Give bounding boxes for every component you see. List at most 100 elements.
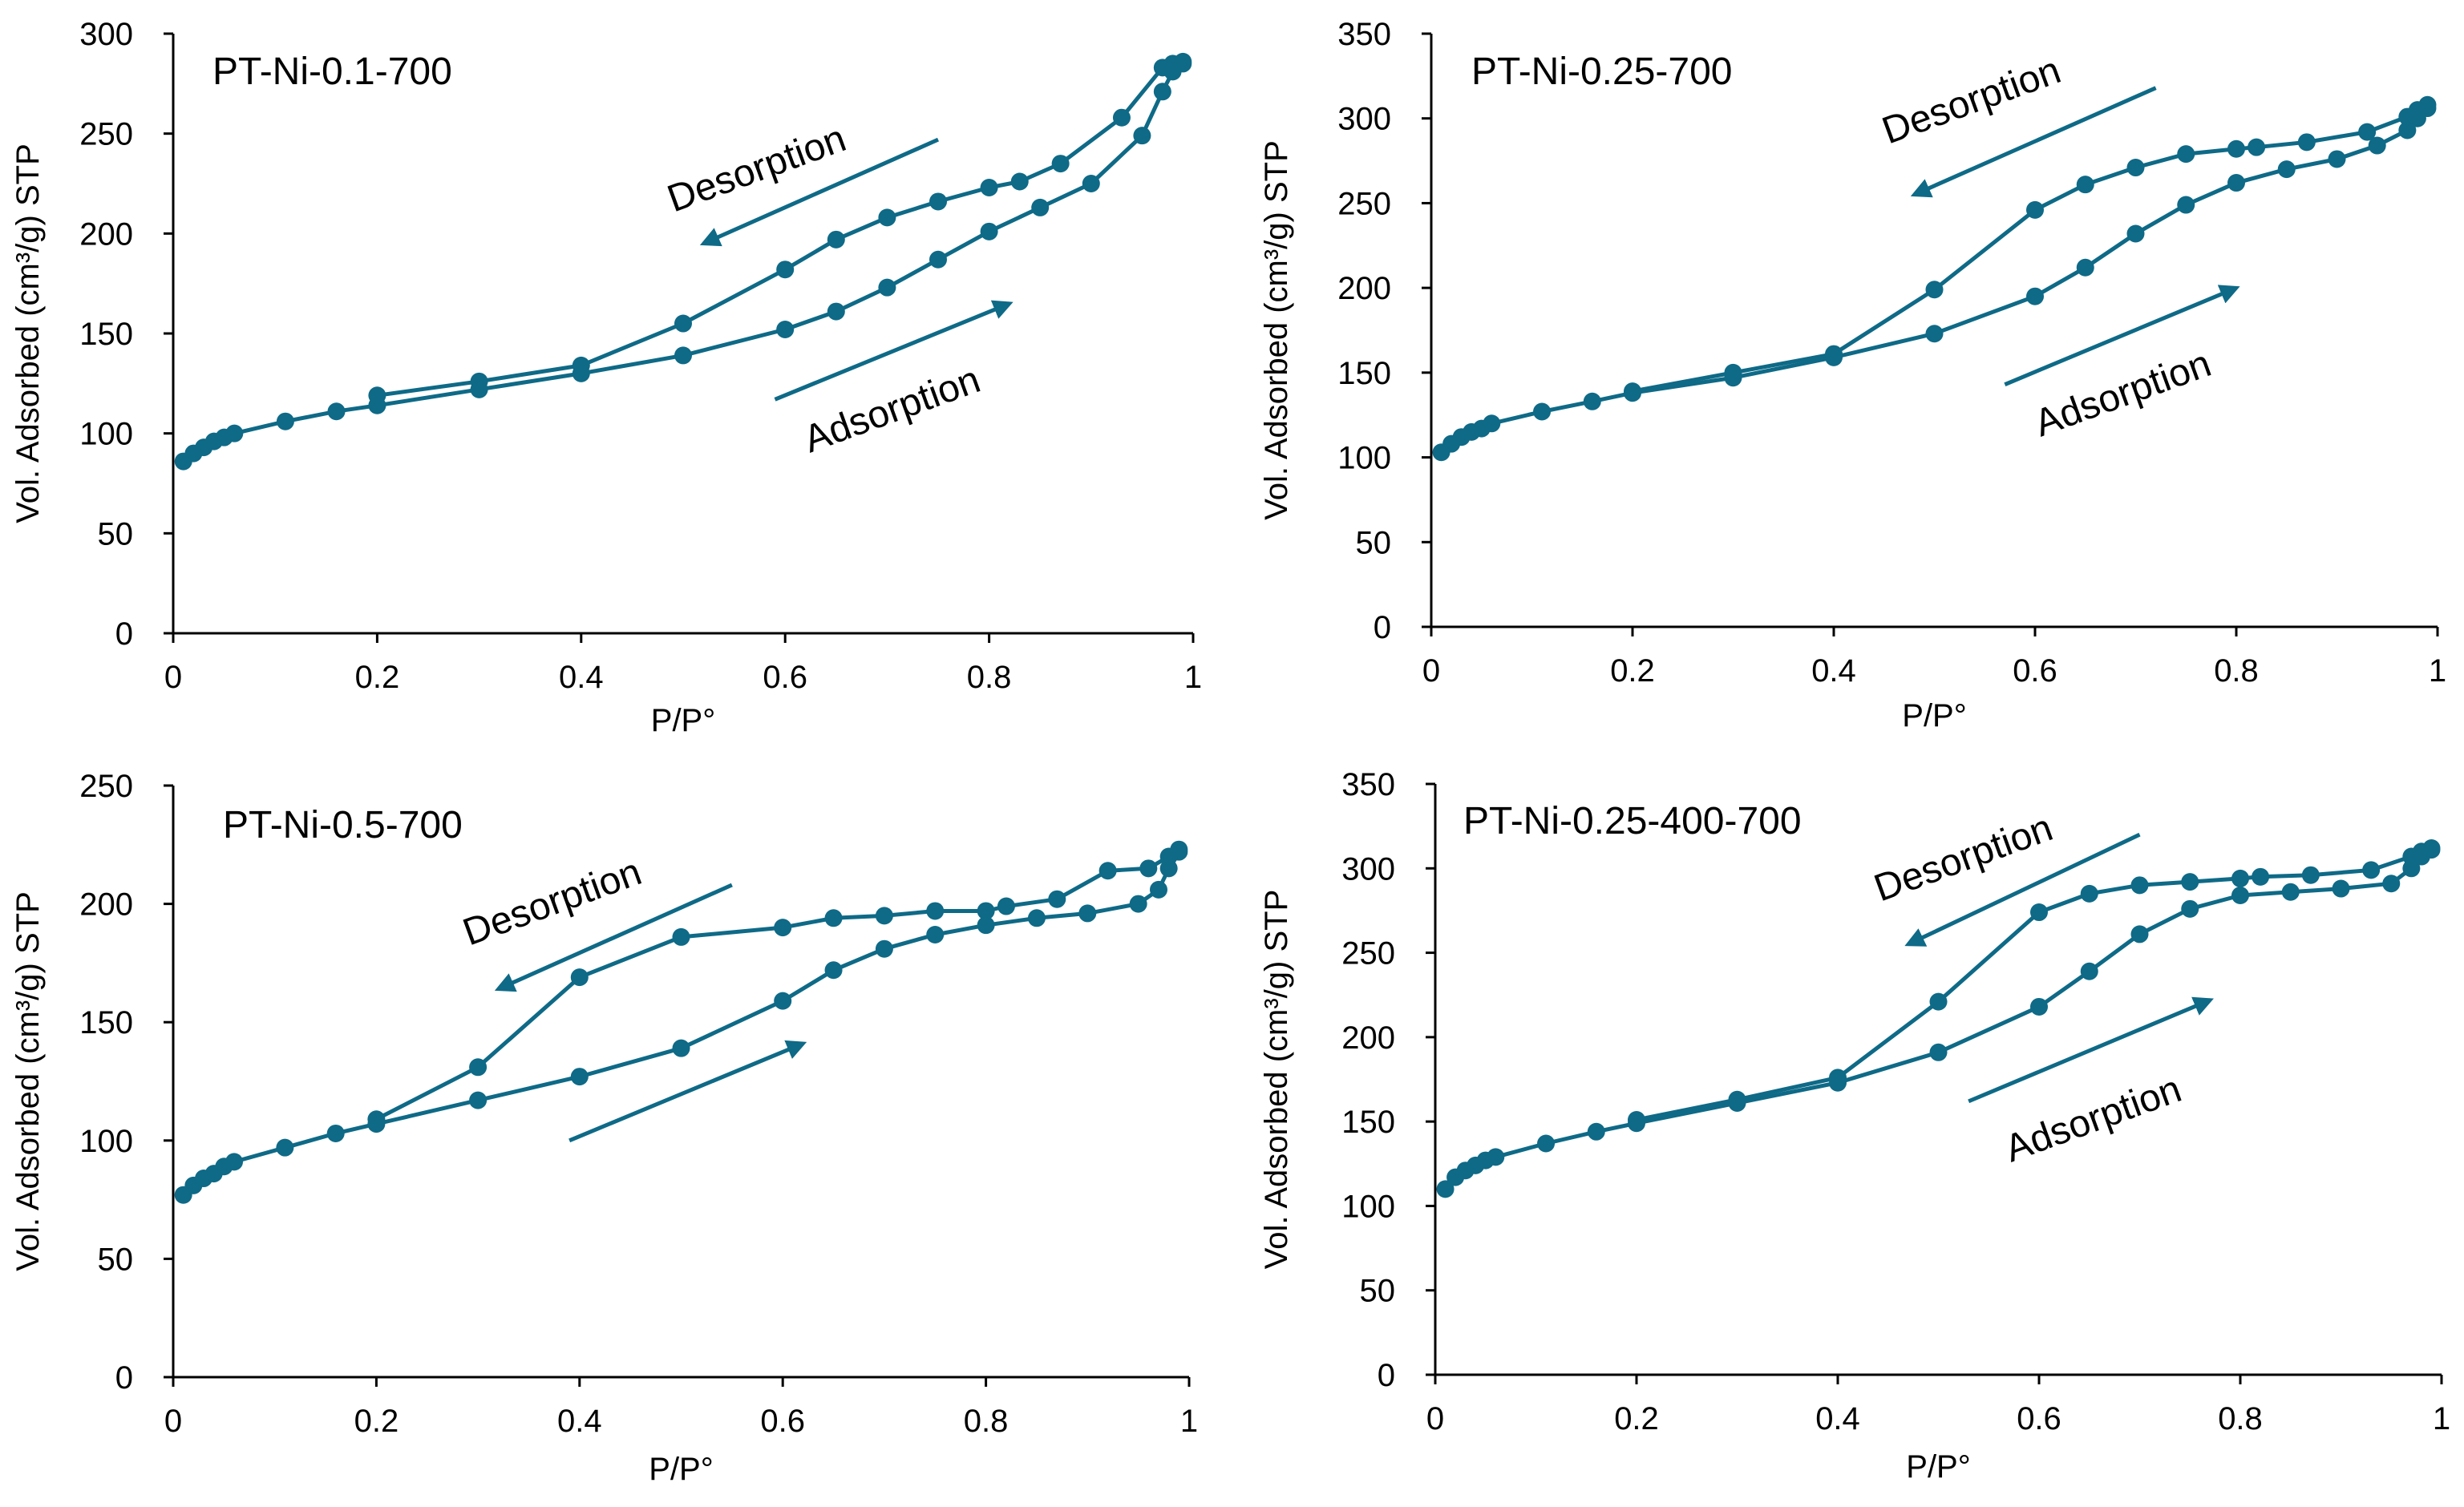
desorption-point: [2177, 145, 2195, 164]
annotation-arrow: [2004, 285, 2240, 386]
desorption-point: [470, 372, 488, 390]
adsorption-point: [926, 925, 945, 943]
desorption-point: [2362, 861, 2381, 879]
adsorption-point: [674, 346, 692, 365]
adsorption-point: [1027, 909, 1046, 927]
panel-title: PT-Ni-0.1-700: [212, 51, 452, 93]
desorption-point: [774, 919, 792, 937]
panel-title: PT-Ni-0.25-700: [1471, 51, 1732, 93]
desorption-point: [1829, 1069, 1847, 1087]
y-tick-label: 50: [1360, 1274, 1396, 1309]
adsorption-point: [929, 250, 947, 269]
adsorption-point: [2332, 879, 2350, 898]
adsorption-point: [2281, 883, 2300, 901]
y-tick-label: 50: [98, 1242, 134, 1277]
annotation-arrow: [568, 1040, 807, 1143]
desorption-point: [1010, 172, 1029, 191]
desorption-point: [1728, 1090, 1746, 1109]
y-tick-label: 250: [1341, 936, 1395, 972]
x-tick-label: 0.4: [559, 660, 604, 695]
adsorption-point: [1583, 392, 1601, 410]
adsorption-point: [326, 1124, 345, 1142]
annotation-arrow: [1968, 996, 2214, 1104]
adsorption-point: [1925, 325, 1944, 343]
y-tick-label: 300: [1337, 102, 1391, 137]
annotation-arrow: [1904, 832, 2141, 947]
panel-title: PT-Ni-0.5-700: [223, 804, 463, 846]
adsorption-point: [1031, 198, 1050, 216]
y-tick-label: 300: [79, 17, 133, 52]
x-axis-title: P/P°: [1906, 1449, 1970, 1485]
adsorption-point: [1587, 1122, 1605, 1141]
desorption-point: [1724, 363, 1742, 382]
adsorption-point: [672, 1039, 690, 1057]
adsorption-point: [824, 961, 843, 980]
adsorption-point: [276, 412, 294, 430]
y-tick-label: 200: [79, 216, 133, 252]
desorption-point: [1624, 382, 1641, 401]
y-tick-label: 150: [1337, 356, 1391, 391]
x-tick-label: 0.6: [760, 1404, 805, 1439]
annotation-arrow: [774, 300, 1014, 402]
y-tick-label: 250: [79, 769, 133, 804]
adsorption-point: [878, 278, 896, 297]
y-tick-label: 200: [1341, 1020, 1395, 1056]
panel-title: PT-Ni-0.25-400-700: [1463, 800, 1802, 842]
x-tick-label: 0.6: [763, 660, 807, 695]
desorption-point: [977, 902, 995, 920]
desorption-point: [2126, 159, 2145, 177]
desorption-point: [2398, 107, 2417, 126]
x-axis-title: P/P°: [1902, 698, 1966, 733]
adsorption-point: [1078, 904, 1097, 923]
desorption-line: [375, 847, 1180, 1121]
adsorption-point: [2177, 196, 2195, 214]
desorption-point: [878, 208, 896, 227]
desorption-point: [997, 897, 1015, 915]
x-axis-title: P/P°: [651, 703, 715, 738]
y-tick-label: 50: [1356, 525, 1392, 560]
adsorption-point: [1487, 1148, 1505, 1166]
annotation-label-adsorption: Adsorption: [799, 358, 986, 461]
desorption-point: [2026, 200, 2044, 219]
x-axis-title: P/P°: [649, 1452, 713, 1487]
x-tick-label: 0.8: [2214, 653, 2259, 689]
adsorption-point: [1082, 175, 1100, 192]
adsorption-point: [774, 992, 792, 1010]
adsorption-point: [2398, 121, 2417, 139]
y-tick-label: 200: [1337, 271, 1391, 306]
adsorption-point: [570, 1068, 589, 1086]
x-tick-label: 0.2: [1614, 1401, 1659, 1436]
y-tick-label: 300: [1341, 851, 1395, 887]
adsorption-point: [827, 302, 845, 321]
desorption-point: [1628, 1111, 1645, 1129]
desorption-point: [980, 178, 998, 196]
desorption-point: [1048, 890, 1066, 908]
adsorption-point: [2030, 997, 2048, 1016]
y-tick-label: 0: [1374, 610, 1391, 645]
chart-panel-pt-ni-0.25-400-700: PT-Ni-0.25-400-700 0 50 100 150 200 250 300 350…: [1259, 767, 2450, 1485]
x-tick-label: 0: [164, 1404, 182, 1439]
x-tick-label: 0.2: [1610, 653, 1655, 689]
annotation-label-adsorption: Adsorption: [2000, 1068, 2187, 1170]
desorption-point: [1925, 281, 1944, 299]
x-tick-label: 0.6: [2013, 653, 2057, 689]
adsorption-point: [2227, 174, 2245, 192]
desorption-point: [929, 192, 947, 211]
y-tick-label: 100: [1337, 441, 1391, 476]
adsorption-point: [2130, 925, 2149, 943]
y-tick-label: 350: [1341, 767, 1395, 802]
adsorption-point: [1929, 1043, 1948, 1061]
desorption-point: [367, 1110, 386, 1129]
desorption-point: [827, 230, 845, 248]
adsorption-point: [2277, 160, 2296, 179]
annotation-arrow: [699, 137, 940, 247]
annotation-label-desorption: Desorption: [1869, 806, 2058, 910]
adsorption-point: [2026, 287, 2044, 305]
x-tick-label: 0.8: [964, 1404, 1009, 1439]
x-tick-label: 0: [1426, 1401, 1444, 1436]
desorption-point: [824, 909, 843, 927]
adsorption-point: [875, 939, 893, 958]
annotation-label-desorption: Desorption: [662, 117, 852, 220]
adsorption-point: [276, 1138, 294, 1157]
